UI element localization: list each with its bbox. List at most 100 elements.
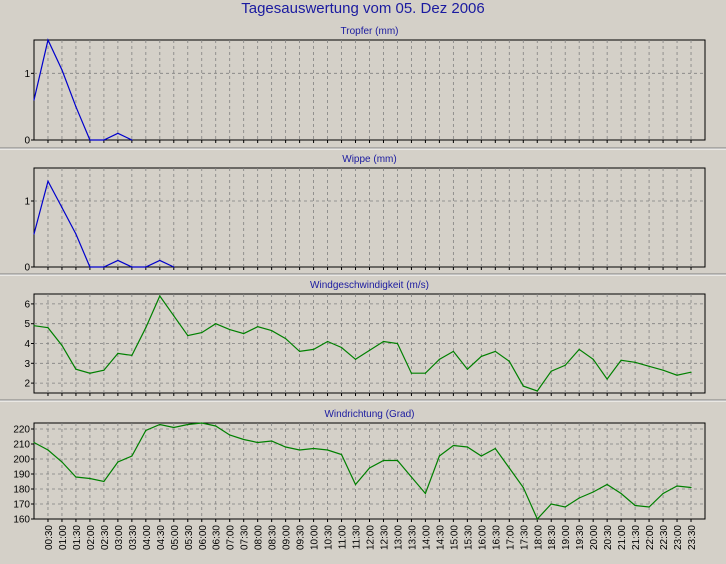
data-point — [33, 233, 35, 235]
data-point — [215, 425, 217, 427]
panel-title: Windgeschwindigkeit (m/s) — [310, 280, 429, 291]
data-point — [173, 266, 175, 268]
series-line — [33, 422, 692, 521]
y-tick-label: 0 — [24, 263, 30, 274]
data-point — [285, 446, 287, 448]
data-point — [578, 497, 580, 499]
data-point — [103, 266, 105, 268]
x-tick-label: 23:30 — [687, 525, 698, 550]
data-point — [340, 346, 343, 349]
x-tick-label: 19:00 — [561, 525, 572, 550]
data-point — [173, 315, 175, 317]
data-point — [620, 359, 622, 361]
data-point — [648, 506, 650, 508]
y-tick-label: 2 — [24, 379, 30, 390]
data-point — [89, 477, 91, 480]
x-tick-label: 01:30 — [72, 525, 83, 550]
data-point — [676, 485, 678, 487]
data-point — [131, 455, 133, 457]
data-point — [480, 455, 482, 457]
data-point — [257, 441, 259, 444]
data-point — [536, 390, 538, 392]
data-point — [215, 323, 217, 325]
x-tick-label: 20:00 — [589, 525, 600, 550]
data-point — [75, 233, 77, 235]
x-tick-label: 22:00 — [645, 525, 656, 550]
x-tick-label: 21:30 — [631, 525, 642, 550]
data-point — [89, 372, 91, 374]
data-point — [424, 492, 427, 495]
x-tick-label: 13:00 — [393, 525, 404, 550]
main-title: Tagesauswertung vom 05. Dez 2006 — [241, 0, 485, 17]
series-line — [33, 294, 692, 392]
data-point — [243, 438, 245, 441]
x-tick-label: 15:30 — [463, 525, 474, 550]
data-point — [410, 476, 413, 478]
data-point — [494, 447, 496, 450]
data-point — [61, 461, 63, 463]
y-tick-label: 1 — [24, 197, 30, 208]
data-point — [257, 326, 259, 328]
data-point — [61, 207, 63, 209]
data-point — [690, 486, 692, 489]
data-point — [382, 340, 385, 343]
data-point — [368, 467, 371, 469]
data-point — [117, 132, 119, 134]
data-point — [690, 371, 692, 373]
data-point — [648, 365, 650, 367]
data-point — [145, 266, 147, 268]
data-point — [299, 350, 301, 353]
data-point — [606, 378, 608, 380]
data-point — [550, 370, 552, 372]
data-point — [536, 518, 538, 520]
x-tick-label: 06:30 — [212, 525, 223, 550]
data-point — [410, 372, 413, 374]
x-tick-label: 20:30 — [603, 525, 614, 550]
data-point — [131, 354, 133, 356]
y-tick-label: 180 — [13, 485, 30, 496]
y-tick-label: 190 — [13, 470, 30, 481]
data-point — [131, 139, 133, 141]
y-tick-label: 220 — [13, 425, 30, 436]
data-point — [117, 352, 119, 354]
data-point — [229, 329, 231, 331]
data-point — [89, 266, 91, 268]
x-tick-label: 03:00 — [114, 525, 125, 550]
x-tick-label: 04:30 — [156, 525, 167, 550]
data-point — [243, 333, 245, 335]
data-point — [396, 459, 399, 462]
data-point — [634, 504, 636, 507]
x-tick-label: 01:00 — [58, 525, 69, 550]
x-tick-label: 12:30 — [379, 525, 390, 550]
series-line — [33, 38, 133, 141]
data-point — [508, 467, 510, 469]
data-point — [299, 449, 301, 451]
x-tick-label: 02:00 — [86, 525, 97, 550]
data-point — [229, 434, 231, 436]
x-tick-label: 08:00 — [254, 525, 265, 550]
data-point — [662, 369, 664, 371]
data-point — [494, 350, 496, 353]
y-tick-label: 170 — [13, 500, 30, 511]
data-point — [201, 422, 203, 424]
x-tick-label: 17:00 — [505, 525, 516, 550]
x-tick-label: 18:00 — [533, 525, 544, 550]
x-tick-label: 00:30 — [44, 525, 55, 550]
x-tick-label: 10:00 — [310, 525, 321, 550]
data-point — [47, 180, 49, 182]
x-tick-label: 16:00 — [477, 525, 488, 550]
data-point — [354, 483, 357, 486]
x-tick-label: 11:30 — [352, 525, 363, 550]
x-tick-label: 06:00 — [198, 525, 209, 550]
data-point — [75, 368, 77, 370]
x-tick-label: 08:30 — [268, 525, 279, 550]
x-tick-label: 05:00 — [170, 525, 181, 550]
data-point — [480, 355, 482, 357]
data-point — [354, 358, 357, 360]
x-tick-label: 05:30 — [184, 525, 195, 550]
data-point — [75, 106, 77, 108]
data-point — [424, 372, 427, 374]
x-tick-label: 12:00 — [366, 525, 377, 550]
y-tick-label: 4 — [24, 339, 30, 350]
data-point — [396, 342, 399, 345]
